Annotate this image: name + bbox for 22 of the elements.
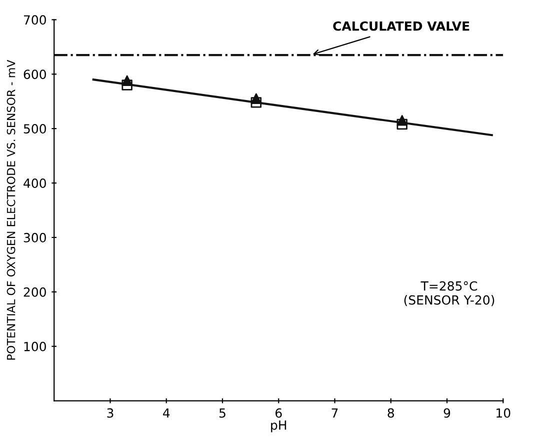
y-tick-label: 300 [24, 232, 46, 242]
x-axis-title: pH [271, 420, 286, 432]
y-tick-label: 400 [24, 178, 46, 188]
point [250, 97, 262, 108]
y-tick-label: 100 [24, 342, 46, 352]
point [396, 118, 408, 130]
x-tick-label: 7 [332, 408, 338, 418]
y-tick-label: 200 [24, 287, 46, 297]
x-tick-label: 8 [388, 408, 394, 418]
y-tick-label: 500 [24, 124, 46, 134]
x-tick-label: 6 [276, 408, 282, 418]
annotation: T=285°C (SENSOR Y-20) [404, 281, 494, 306]
y-tick-label: 600 [24, 70, 46, 80]
ref-line-label: CALCULATED VALVE [333, 21, 470, 31]
y-tick-label: 700 [24, 15, 46, 25]
point [122, 80, 132, 90]
y-axis-title: POTENTIAL OF OXYGEN ELECTRODE VS. SENSOR - mV [6, 60, 16, 360]
x-tick-label: 9 [444, 408, 450, 418]
x-tick-label: 10 [496, 408, 510, 418]
x-tick-label: 4 [162, 408, 170, 418]
x-tick-label: 5 [219, 408, 226, 418]
x-tick-label: 3 [107, 408, 114, 418]
